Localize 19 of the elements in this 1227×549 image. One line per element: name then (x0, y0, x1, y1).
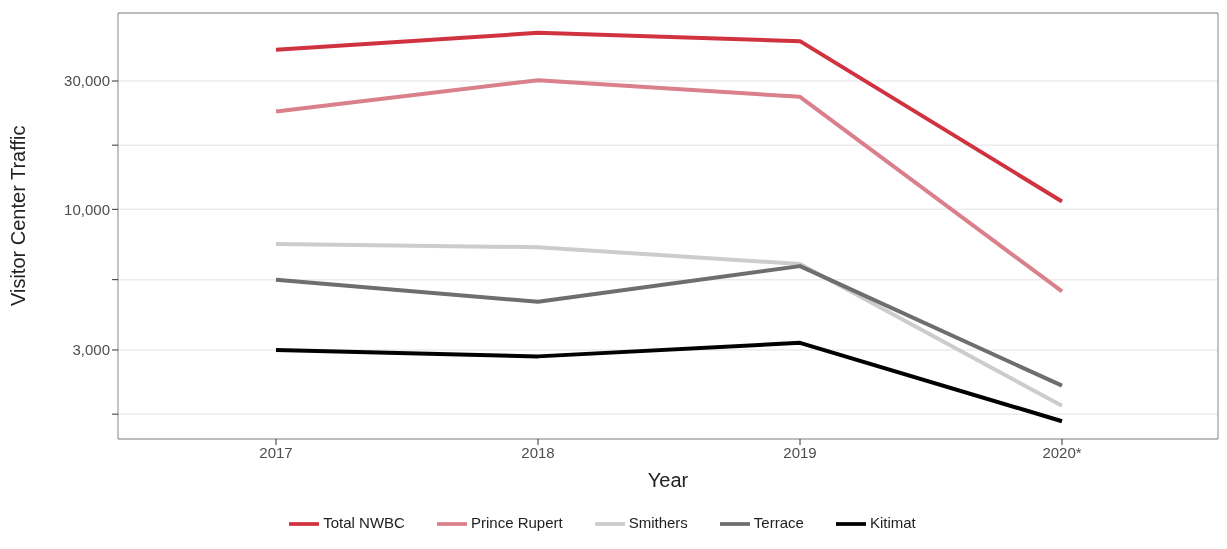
line-series (274, 78, 1064, 294)
legend-label: Terrace (753, 513, 804, 531)
x-tick-label: 2019 (783, 443, 817, 461)
x-tick-label: 2020* (1042, 443, 1082, 461)
y-tick-label: 30,000 (64, 72, 110, 90)
y-axis-title: Visitor Center Traffic (7, 125, 30, 306)
y-tick-label: 10,000 (64, 200, 110, 218)
legend-label: Prince Rupert (470, 513, 563, 531)
line-series (274, 340, 1064, 424)
line-series (274, 242, 1064, 408)
x-tick-label: 2017 (259, 443, 293, 461)
line-series (274, 30, 1064, 204)
x-tick-label: 2018 (521, 443, 555, 461)
legend-label: Smithers (628, 513, 688, 531)
line-series (274, 264, 1064, 388)
y-tick-label: 3,000 (72, 341, 110, 359)
legend-label: Kitimat (869, 513, 916, 531)
legend-label: Total NWBC (323, 513, 405, 531)
x-axis-title: Year (647, 469, 689, 491)
